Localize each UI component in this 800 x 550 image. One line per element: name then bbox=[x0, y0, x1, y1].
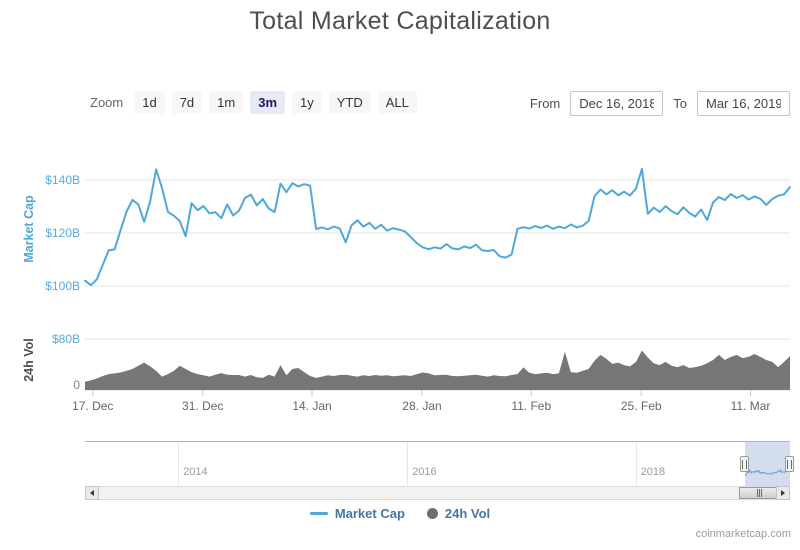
zoom-button-1m[interactable]: 1m bbox=[209, 91, 244, 114]
scrollbar-track[interactable] bbox=[85, 486, 790, 500]
legend-circle-marker-icon bbox=[426, 508, 438, 519]
chart-title: Total Market Capitalization bbox=[249, 7, 551, 35]
from-date-input[interactable] bbox=[570, 91, 664, 116]
x-tick-label: 25. Feb bbox=[620, 399, 662, 413]
legend-item-market-cap[interactable]: Market Cap bbox=[309, 506, 405, 521]
zoom-button-1d[interactable]: 1d bbox=[134, 91, 165, 114]
from-label: From bbox=[529, 96, 561, 111]
scrollbar-right-arrow-icon[interactable] bbox=[776, 486, 790, 500]
x-tick-label: 17. Dec bbox=[72, 399, 114, 413]
navigator-year-gridline bbox=[178, 442, 180, 486]
scrollbar-left-arrow-icon[interactable] bbox=[85, 486, 99, 500]
x-tick-label: 11. Mar bbox=[730, 399, 771, 413]
navigator-year-label: 2016 bbox=[412, 466, 437, 478]
x-tick-label: 31. Dec bbox=[182, 399, 224, 413]
navigator-left-handle-icon[interactable] bbox=[740, 456, 750, 472]
range-selector: Zoom 1d 7d 1m 3m 1y YTD ALL bbox=[90, 91, 424, 114]
navigator[interactable]: 2014 2016 2018 bbox=[85, 441, 794, 486]
y-tick-label: $120B bbox=[45, 226, 80, 240]
zoom-buttons: 1d 7d 1m 3m 1y YTD ALL bbox=[134, 91, 424, 114]
to-label: To bbox=[673, 96, 687, 111]
legend: Market Cap 24h Vol bbox=[0, 506, 800, 521]
y-tick-label: $80B bbox=[51, 332, 80, 346]
zoom-button-1y[interactable]: 1y bbox=[292, 91, 322, 114]
legend-item-24h-vol[interactable]: 24h Vol bbox=[426, 506, 491, 521]
navigator-selection[interactable] bbox=[744, 442, 790, 486]
legend-item-label: 24h Vol bbox=[444, 506, 491, 521]
x-tick-label: 28. Jan bbox=[402, 399, 442, 413]
navigator-year-label: 2014 bbox=[183, 466, 208, 478]
scrollbar-thumb[interactable] bbox=[739, 487, 779, 499]
zoom-button-3m[interactable]: 3m bbox=[250, 91, 286, 114]
y-tick-label: 0 bbox=[73, 378, 80, 392]
zoom-button-ytd[interactable]: YTD bbox=[328, 91, 371, 114]
zoom-button-all[interactable]: ALL bbox=[377, 91, 417, 114]
legend-line-marker-icon bbox=[309, 512, 328, 515]
x-tick-label: 11. Feb bbox=[511, 399, 552, 413]
legend-item-label: Market Cap bbox=[334, 506, 405, 521]
x-tick-label: 14. Jan bbox=[292, 399, 332, 413]
zoom-button-7d[interactable]: 7d bbox=[171, 91, 203, 114]
y-tick-label: $140B bbox=[45, 173, 80, 187]
navigator-right-handle-icon[interactable] bbox=[784, 456, 794, 472]
navigator-year-label: 2018 bbox=[640, 466, 666, 478]
y-tick-label: $100B bbox=[45, 279, 80, 293]
navigator-year-gridline bbox=[635, 442, 637, 486]
navigator-year-gridline bbox=[407, 442, 409, 486]
to-date-input[interactable] bbox=[697, 91, 790, 116]
attribution: coinmarketcap.com bbox=[695, 528, 791, 540]
date-range-inputs: From To bbox=[530, 91, 790, 116]
zoom-label: Zoom bbox=[90, 95, 124, 110]
